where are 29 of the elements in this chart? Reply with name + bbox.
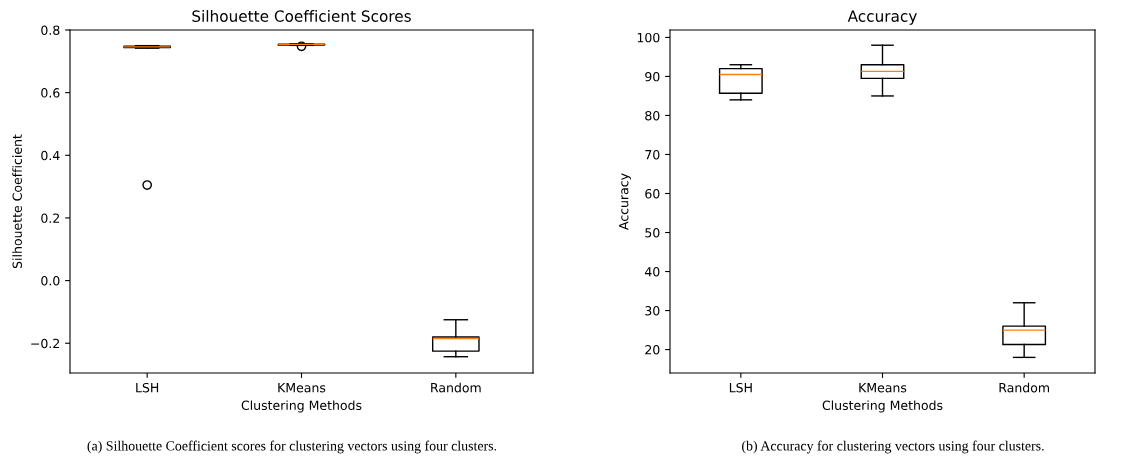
x-tick-label: Random <box>999 382 1049 393</box>
y-tick-label: 0.8 <box>41 25 60 35</box>
chart-title: Accuracy <box>847 10 917 25</box>
x-axis-title: Clustering Methods <box>822 400 943 413</box>
y-tick-label: 70 <box>645 149 660 160</box>
x-tick-label: KMeans <box>859 383 907 393</box>
y-tick-label: 80 <box>645 110 660 121</box>
chart-title: Silhouette Coefficient Scores <box>192 10 411 22</box>
y-tick-label: 90 <box>645 71 660 82</box>
x-tick-label: KMeans <box>278 383 326 393</box>
x-tick-label: Random <box>431 382 481 393</box>
text: (b) Accuracy for clustering vectors using four clusters. <box>742 440 1044 454</box>
y-tick-label: −0.2 <box>31 338 60 349</box>
x-tick-label: LSH <box>136 382 159 393</box>
y-tick-label: 50 <box>645 227 660 238</box>
y-tick-label: 0.4 <box>41 150 60 161</box>
y-tick-label: 0.2 <box>41 213 60 223</box>
y-tick-label: 60 <box>645 188 660 199</box>
y-tick-label: 0.0 <box>41 276 60 286</box>
y-tick-label: 20 <box>645 345 660 355</box>
y-tick-label: 30 <box>645 306 660 316</box>
y-tick-label: 0.6 <box>41 88 60 98</box>
x-tick-label: LSH <box>729 382 752 393</box>
y-axis-title: Accuracy <box>619 173 631 230</box>
x-axis-title: Clustering Methods <box>241 400 362 413</box>
y-tick-label: 100 <box>637 32 660 43</box>
y-axis-title: Silhouette Coefficient <box>12 134 22 269</box>
text: (a) Silhouette Coefficient scores for clustering vectors using four clusters. <box>87 440 497 454</box>
y-tick-label: 40 <box>644 267 660 277</box>
